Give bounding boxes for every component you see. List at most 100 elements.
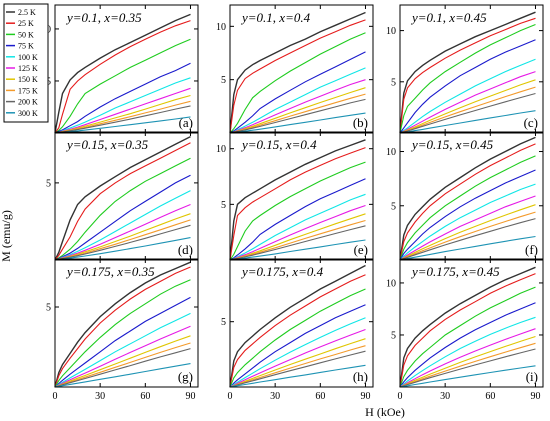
legend-label: 100 K: [18, 53, 38, 62]
panel-title-y: y=0.15: [65, 137, 105, 152]
series-line: [399, 169, 536, 261]
series-line: [229, 139, 366, 261]
series-line: [54, 142, 191, 261]
legend-label: 125 K: [18, 64, 38, 73]
panel-g: 5 0 30 60 90 y=0.175, x=0.35 (g): [46, 258, 199, 402]
series-line: [54, 38, 191, 134]
series-line: [229, 178, 366, 261]
series-line: [54, 363, 191, 388]
series-line: [54, 20, 191, 134]
x-tick-label: 60: [140, 391, 150, 402]
series-line: [399, 273, 536, 388]
panel-title-y: y=0.1: [240, 10, 273, 25]
series-line: [399, 17, 536, 134]
series-line: [399, 155, 536, 261]
panel-frame: [229, 4, 374, 134]
series-line: [399, 11, 536, 134]
series-line: [399, 286, 536, 388]
panel-h: 5 0 30 60 90 y=0.175, x=0.4 (h): [221, 258, 374, 402]
y-tick-label: 10: [386, 278, 396, 289]
series-line: [229, 364, 366, 388]
x-tick-label: 30: [440, 391, 450, 402]
panel-title: y=0.1, x=0.45: [410, 10, 487, 25]
series-line: [399, 195, 536, 261]
y-tick-label: 10: [216, 144, 226, 155]
series-line: [229, 11, 366, 134]
legend-label: 200 K: [18, 98, 38, 107]
series-line: [399, 71, 536, 134]
panel-title: y=0.175, x=0.45: [410, 264, 500, 279]
panel-b: 5 10 y=0.1, x=0.4 (b): [216, 4, 374, 134]
series-line: [399, 204, 536, 261]
series-line: [229, 204, 366, 261]
series-line: [399, 316, 536, 388]
panel-grid: 5 10 y=0.1, x=0.35 (a) 5 10 y=0.1, x=0.4 (b) 5 10…: [41, 4, 544, 402]
series-line: [229, 67, 366, 134]
panel-frame: [54, 131, 199, 261]
panel-title-x: x=0.35: [116, 264, 155, 279]
x-tick-label: 60: [485, 391, 495, 402]
series-line: [399, 266, 536, 388]
y-tick-label: 5: [221, 317, 226, 328]
panel-frame: [229, 131, 374, 261]
panel-letter: (h): [353, 369, 368, 384]
series-line: [54, 174, 191, 261]
panel-title-x: x=0.45: [461, 264, 500, 279]
panel-frame: [54, 258, 199, 388]
x-tick-label: 30: [270, 391, 280, 402]
panel-letter: (d): [178, 242, 193, 257]
panel-title-sep: ,: [443, 10, 450, 25]
panel-title-y: y=0.175: [240, 264, 286, 279]
panel-frame: [54, 4, 199, 134]
series-line: [399, 136, 536, 261]
series-line: [229, 264, 366, 388]
legend: 2.5 K 25 K 50 K 75 K 100 K 125 K 150 K 175 K 200…: [3, 3, 49, 123]
x-tick-label: 0: [53, 391, 58, 402]
panel-title-y: y=0.175: [410, 264, 456, 279]
series-line: [229, 193, 366, 261]
legend-label: 150 K: [18, 75, 38, 84]
panel-letter: (g): [178, 369, 193, 384]
panel-title: y=0.15, x=0.35: [65, 137, 149, 152]
x-tick-label: 0: [228, 391, 233, 402]
panel-frame: [399, 131, 544, 261]
series-line: [399, 143, 536, 261]
series-line: [399, 348, 536, 388]
series-line: [399, 92, 536, 134]
series-line: [399, 302, 536, 388]
series-line: [229, 147, 366, 261]
panel-title-x: x=0.4: [291, 264, 323, 279]
y-tick-label: 5: [391, 330, 396, 341]
panel-f: 5 10 y=0.15, x=0.45 (f): [386, 131, 544, 261]
panel-c: 5 10 y=0.1, x=0.45 (c): [386, 4, 544, 134]
panel-title-sep: ,: [273, 10, 280, 25]
legend-label: 2.5 K: [18, 8, 36, 17]
series-line: [229, 161, 366, 261]
series-line: [399, 218, 536, 261]
panel-title-y: y=0.1: [65, 10, 98, 25]
y-tick-label: 5: [46, 178, 51, 189]
panel-title-y: y=0.15: [240, 137, 280, 152]
series-line: [54, 157, 191, 261]
series-line: [54, 13, 191, 134]
series-line: [54, 279, 191, 388]
series-line: [399, 183, 536, 261]
y-axis-label: M (emu/g): [0, 210, 13, 262]
panel-title: y=0.15, x=0.45: [410, 137, 494, 152]
panel-title-sep: ,: [449, 137, 456, 152]
series-line: [229, 288, 366, 388]
panel-title-sep: ,: [286, 264, 293, 279]
legend-label: 75 K: [18, 42, 34, 51]
series-line: [229, 51, 366, 134]
panel-letter: (c): [524, 115, 538, 130]
y-tick-label: 5: [221, 75, 226, 86]
legend-label: 300 K: [18, 109, 38, 118]
panel-frame: [399, 258, 544, 388]
panel-letter: (i): [526, 369, 538, 384]
panel-letter: (b): [353, 115, 368, 130]
series-line: [399, 23, 536, 134]
y-tick-label: 5: [391, 77, 396, 88]
x-tick-label: 30: [95, 391, 105, 402]
series-line: [54, 135, 191, 261]
